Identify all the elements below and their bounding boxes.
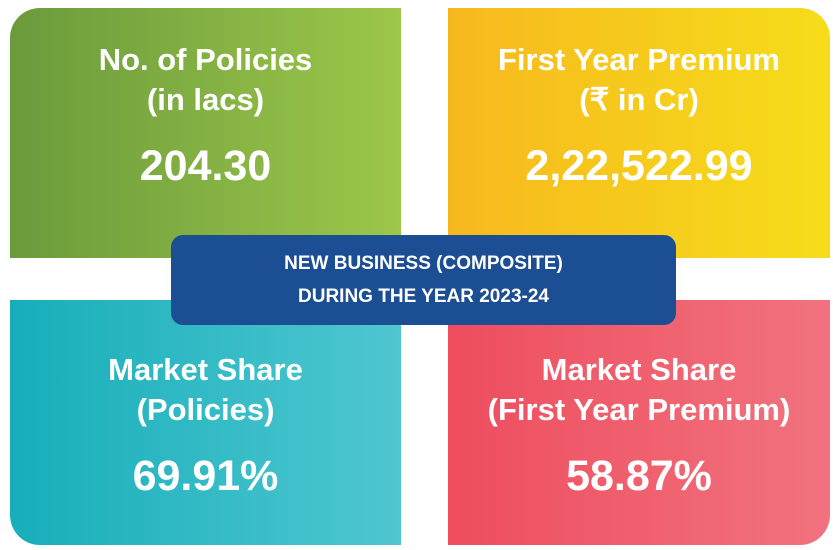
title-line: Market Share — [108, 352, 303, 387]
title-line: (in lacs) — [146, 82, 265, 117]
tile-title: Market Share (First Year Premium) — [448, 350, 830, 430]
banner-line: DURING THE YEAR 2023-24 — [298, 286, 549, 307]
tile: Market Share (First Year Premium) 58.87% — [448, 300, 830, 545]
banner-line: NEW BUSINESS (COMPOSITE) — [284, 253, 563, 274]
title-line: No. of Policies — [98, 42, 313, 77]
tile: Market Share (Policies) 69.91% — [10, 300, 401, 545]
tile-title: First Year Premium (₹ in Cr) — [448, 40, 830, 120]
center-banner: NEW BUSINESS (COMPOSITE) DURING THE YEAR… — [171, 235, 676, 325]
tile-title: No. of Policies (in lacs) — [10, 40, 401, 120]
tile-value: 2,22,522.99 — [525, 142, 753, 190]
title-line: First Year Premium — [497, 42, 780, 77]
tile: No. of Policies (in lacs) 204.30 — [10, 8, 401, 258]
tile-value: 69.91% — [132, 452, 279, 500]
title-line: Market Share — [541, 352, 737, 387]
tile: First Year Premium (₹ in Cr) 2,22,522.99 — [448, 8, 830, 258]
title-line: (₹ in Cr) — [579, 82, 699, 117]
tile-title: Market Share (Policies) — [10, 350, 401, 430]
title-line: (First Year Premium) — [487, 392, 791, 427]
title-line: (Policies) — [136, 392, 275, 427]
tile-value: 204.30 — [139, 142, 272, 190]
tile-value: 58.87% — [566, 452, 712, 500]
